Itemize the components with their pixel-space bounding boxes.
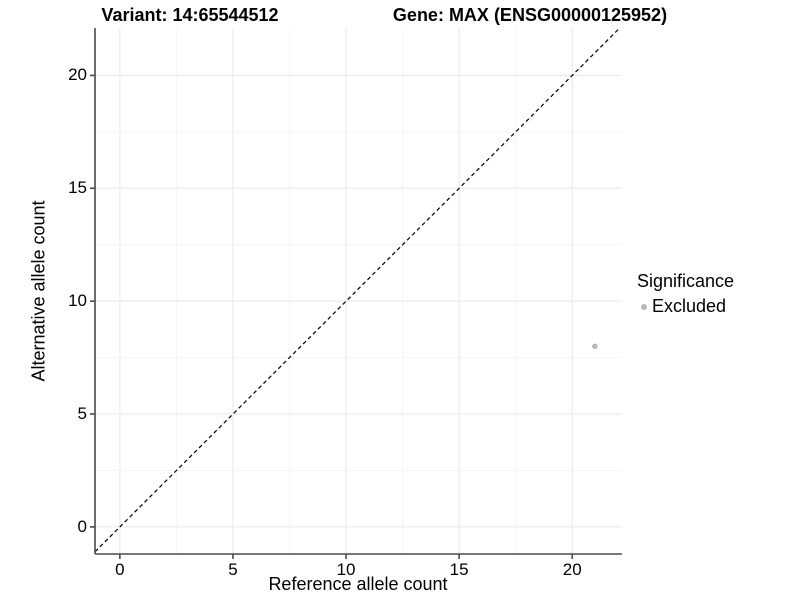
x-tick-label: 20 (562, 560, 582, 579)
legend: Significance Excluded (637, 271, 734, 317)
legend-title: Significance (637, 271, 735, 291)
legend-item-label: Excluded (652, 296, 727, 316)
x-tick-label: 5 (228, 560, 238, 579)
y-tick-label: 5 (77, 404, 87, 424)
y-tick-label: 10 (68, 291, 87, 311)
legend-marker-circle-icon (641, 303, 647, 310)
x-axis-title: Reference allele count (268, 574, 448, 594)
plot-panel (90, 27, 622, 559)
gene-title: Gene: MAX (ENSG00000125952) (392, 5, 668, 25)
identity-reference-line (94, 27, 621, 553)
x-tick-label: 0 (115, 560, 125, 579)
y-tick-label: 15 (68, 178, 87, 198)
variant-title: Variant: 14:65544512 (101, 5, 279, 25)
x-tick-label: 10 (336, 560, 356, 579)
data-point (592, 343, 598, 350)
plot-canvas (90, 27, 622, 559)
y-tick-label: 0 (77, 516, 87, 536)
y-tick-label: 20 (68, 65, 87, 85)
legend-item-excluded: Excluded (637, 296, 734, 317)
x-tick-label: 15 (449, 560, 469, 579)
